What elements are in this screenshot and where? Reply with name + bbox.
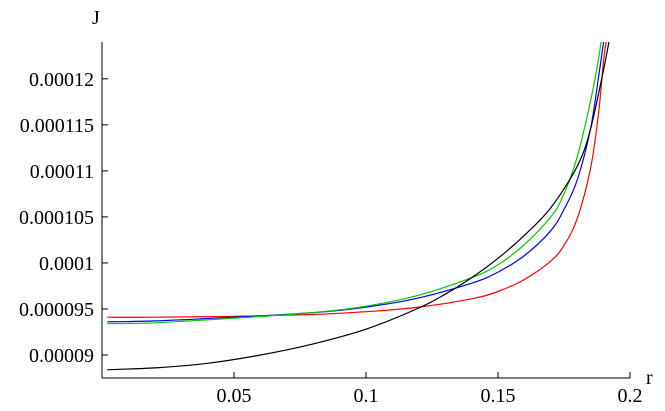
y-axis-label: J [92,7,100,29]
series-line-2 [107,41,605,323]
x-tick-label: 0.15 [481,385,516,407]
x-tick-label: 0.2 [618,385,643,407]
y-tick-label: 0.000115 [20,115,94,137]
y-tick-label: 0.00012 [29,69,94,91]
y-tick-label: 0.000095 [19,299,94,321]
plot-area: 0.05 0.1 0.15 0.2 0.000090.0000950.00010.00… [19,41,643,407]
y-tick-label: 0.000105 [19,207,94,229]
series-line-4 [107,41,610,371]
x-tick-label: 0.05 [217,385,252,407]
y-tick-label: 0.00009 [29,345,94,367]
y-ticks: 0.00009 0.000095 0.0001 0.000105 0.00011 0.00… [19,69,108,367]
x-axis-label: r [646,367,653,389]
curves [107,41,610,371]
y-tick-label: 0.0001 [39,253,94,275]
series-line-1 [107,41,607,318]
series-line-3 [107,41,602,325]
x-ticks: 0.05 0.1 0.15 0.2 [217,372,643,407]
y-tick-label: 0.00011 [30,161,94,183]
x-tick-label: 0.1 [354,385,379,407]
